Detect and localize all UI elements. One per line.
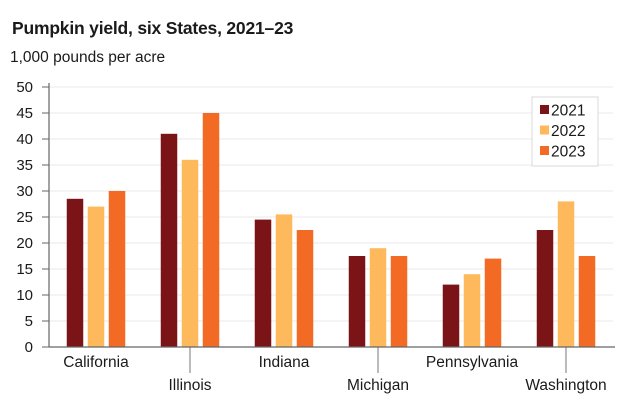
y-tick-label: 5: [25, 313, 33, 330]
chart-title: Pumpkin yield, six States, 2021–23: [12, 18, 294, 38]
y-tick-label: 30: [16, 183, 33, 200]
y-tick-label: 35: [16, 157, 33, 174]
x-category-label: California: [63, 354, 129, 371]
x-category-label: Illinois: [168, 377, 211, 394]
x-category-label: Indiana: [259, 354, 310, 371]
x-category-label: Michigan: [347, 377, 409, 394]
bar-2023-illinois: [202, 113, 220, 347]
legend-swatch-2021: [540, 105, 549, 114]
legend: 2021 2022 2023: [531, 96, 599, 167]
y-tick-label: 25: [16, 209, 33, 226]
y-tick-label: 10: [16, 287, 33, 304]
bar-2023-indiana: [296, 230, 314, 347]
bar-2022-washington: [557, 201, 575, 347]
bar-2021-pennsylvania: [442, 284, 460, 347]
bar-2023-pennsylvania: [484, 258, 502, 347]
bar-2022-illinois: [181, 159, 199, 347]
y-tick-label: 40: [16, 131, 33, 148]
gridlines: [49, 86, 613, 322]
y-tick-label: 20: [16, 235, 33, 252]
y-tick-label: 0: [25, 339, 33, 356]
bar-2022-indiana: [275, 214, 293, 347]
bars: [66, 113, 596, 347]
bar-2023-california: [108, 191, 126, 347]
bar-2022-pennsylvania: [463, 274, 481, 347]
legend-label: 2021: [551, 103, 585, 120]
axes: 0 5 10 15 20 25 30 35 40 45 50 California Illinois In…: [16, 79, 615, 394]
legend-swatch-2022: [540, 125, 549, 135]
legend-label: 2022: [551, 123, 585, 140]
y-tick-label: 45: [16, 105, 33, 122]
x-category-label: Washington: [525, 377, 606, 394]
legend-label: 2023: [551, 144, 585, 161]
bar-2023-washington: [578, 256, 596, 347]
bar-2021-illinois: [160, 133, 178, 347]
x-category-label: Pennsylvania: [426, 354, 519, 371]
bar-2021-california: [66, 198, 84, 347]
bar-2022-california: [87, 206, 105, 347]
bar-2022-michigan: [369, 248, 387, 347]
chart-subtitle: 1,000 pounds per acre: [10, 49, 166, 66]
bar-2021-washington: [536, 230, 554, 347]
bar-2021-michigan: [348, 256, 366, 347]
y-tick-label: 50: [16, 79, 33, 96]
bar-2021-indiana: [254, 219, 272, 347]
bar-2023-michigan: [390, 256, 408, 347]
y-tick-label: 15: [16, 261, 33, 278]
legend-swatch-2023: [540, 146, 549, 155]
